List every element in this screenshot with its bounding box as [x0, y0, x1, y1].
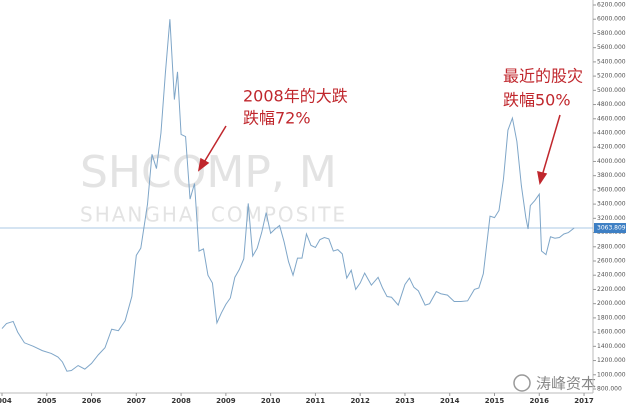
y-tick-label: 2600.000: [597, 258, 626, 265]
y-tick-label: 4000.000: [597, 158, 626, 165]
y-tick-label: 1400.000: [597, 343, 626, 350]
arrowhead: [537, 170, 548, 185]
x-tick-label: 2011: [306, 397, 326, 405]
annotation: 2008年的大跌: [243, 87, 348, 106]
y-tick-label: 5800.000: [597, 30, 626, 37]
y-tick-label: 2000.000: [597, 300, 626, 307]
arrowhead: [197, 157, 210, 172]
annotation: 跌幅50%: [503, 91, 571, 110]
annotation: 跌幅72%: [243, 109, 311, 128]
y-tick-label: 3400.000: [597, 201, 626, 208]
x-tick-label: 2004: [0, 397, 12, 405]
logo: 涛峰资本: [513, 374, 596, 393]
y-tick-label: 1800.000: [597, 314, 626, 321]
last-price-box: [594, 223, 626, 234]
arrow: [541, 114, 561, 177]
y-tick-label: 6200.000: [597, 2, 626, 9]
x-tick-label: 2013: [395, 397, 415, 405]
y-tick-label: 5000.000: [597, 87, 626, 94]
last-price-label: 3063.809: [597, 225, 626, 232]
arrow: [202, 125, 227, 165]
x-tick-label: 2005: [37, 397, 57, 405]
x-tick-label: 2010: [261, 397, 281, 405]
y-tick-label: 4200.000: [597, 144, 626, 151]
y-tick-label: 2200.000: [597, 286, 626, 293]
y-tick-label: 1600.000: [597, 329, 626, 336]
y-tick-label: 5600.000: [597, 44, 626, 51]
y-tick-label: 1200.000: [597, 357, 626, 364]
x-tick-label: 2016: [530, 397, 550, 405]
x-tick-label: 2006: [82, 397, 102, 405]
y-tick-label: 3200.000: [597, 215, 626, 222]
x-tick-label: 2012: [350, 397, 370, 405]
x-tick-label: 2014: [440, 397, 460, 405]
y-tick-label: 3600.000: [597, 186, 626, 193]
y-tick-label: 5200.000: [597, 73, 626, 80]
logo-icon: [513, 374, 531, 392]
y-tick-label: 3800.000: [597, 172, 626, 179]
y-tick-label: 2400.000: [597, 272, 626, 279]
annotation: 最近的股灾: [503, 67, 583, 86]
x-tick-label: 2017: [574, 397, 594, 405]
y-tick-label: 2800.000: [597, 243, 626, 250]
y-tick-label: 4400.000: [597, 130, 626, 137]
x-tick-label: 2008: [171, 397, 191, 405]
arrows: [197, 114, 561, 185]
y-tick-label: 1000.000: [597, 371, 626, 378]
x-tick-label: 2015: [485, 397, 505, 405]
price-line: [1, 19, 575, 372]
y-tick-label: 4800.000: [597, 101, 626, 108]
x-tick-label: 2009: [216, 397, 236, 405]
y-tick-label: 4600.000: [597, 115, 626, 122]
y-tick-label: 6000.000: [597, 16, 626, 23]
y-tick-label: 800.000: [597, 386, 622, 393]
chart-subtitle: SHANGHAI COMPOSITE: [80, 203, 347, 227]
logo-text: 涛峰资本: [536, 375, 596, 393]
y-tick-label: 5400.000: [597, 58, 626, 65]
x-tick-label: 2007: [127, 397, 147, 405]
